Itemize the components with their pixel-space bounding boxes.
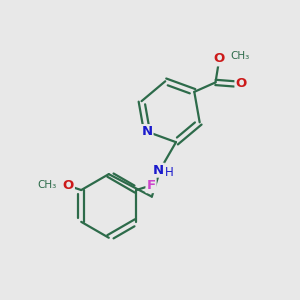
Text: CH₃: CH₃ — [231, 51, 250, 61]
Text: N: N — [153, 164, 164, 177]
Text: O: O — [63, 178, 74, 191]
Text: O: O — [236, 77, 247, 90]
Text: H: H — [164, 166, 173, 179]
Text: N: N — [141, 125, 152, 138]
Text: F: F — [146, 179, 156, 192]
Text: O: O — [213, 52, 225, 65]
Text: CH₃: CH₃ — [37, 180, 56, 190]
